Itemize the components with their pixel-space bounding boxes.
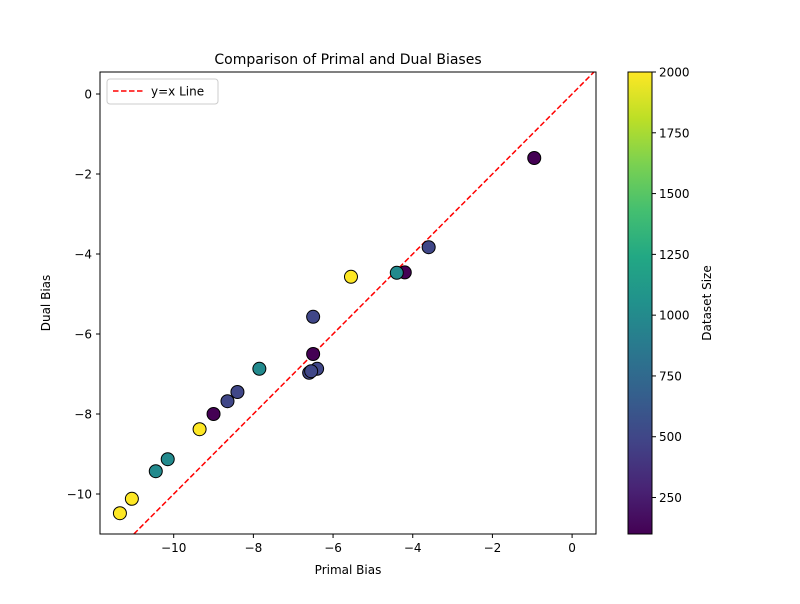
scatter-point — [389, 265, 404, 280]
colorbar-gradient — [627, 71, 653, 535]
scatter-point — [112, 506, 127, 521]
y-tick-label: 0 — [84, 88, 92, 102]
plot-frame — [99, 71, 597, 535]
scatter-point — [306, 347, 321, 361]
legend: y=x Line — [106, 78, 219, 105]
scatter-point — [252, 361, 267, 376]
chart-title: Comparison of Primal and Dual Biases — [214, 52, 481, 68]
colorbar-ticks: 250 500 750 1000 1250 1500 1750 2000 — [652, 66, 690, 505]
legend-box — [106, 78, 219, 105]
y-tick-label: −8 — [74, 408, 92, 422]
x-axis-label: Primal Bias — [315, 563, 382, 577]
y-tick-label: −10 — [67, 488, 92, 502]
scatter-point — [527, 151, 542, 165]
colorbar-tick-label: 1500 — [659, 187, 690, 201]
colorbar-tick-label: 1000 — [659, 309, 690, 323]
y-tick-label: −6 — [74, 328, 92, 342]
colorbar-tick-label: 1250 — [659, 248, 690, 262]
colorbar-tick-label: 250 — [659, 491, 682, 505]
x-tick-label: −10 — [161, 541, 186, 555]
plot-marks — [112, 72, 595, 534]
scatter-point — [160, 452, 175, 467]
scatter-point — [230, 385, 245, 399]
scatter-point — [124, 491, 139, 506]
colorbar-tick-label: 2000 — [659, 66, 690, 80]
colorbar-tick-label: 1750 — [659, 126, 690, 140]
x-tick-label: −4 — [404, 541, 422, 555]
scatter-point — [304, 364, 319, 379]
x-tick-label: −6 — [324, 541, 342, 555]
y-tick-label: −4 — [74, 248, 92, 262]
colorbar: 250 500 750 1000 1250 1500 1750 2000 Dataset Si… — [627, 66, 714, 535]
colorbar-tick-label: 750 — [659, 369, 682, 383]
legend-entry-label: y=x Line — [151, 85, 204, 99]
plot-area — [112, 72, 595, 534]
colorbar-label: Dataset Size — [700, 265, 714, 340]
y-tick-label: −2 — [74, 168, 92, 182]
x-tick-label: 0 — [568, 541, 576, 555]
x-axis: −10 −8 −6 −4 −2 0 — [161, 534, 576, 555]
colorbar-tick-label: 500 — [659, 430, 682, 444]
reference-line-y-equals-x — [133, 72, 595, 534]
scatter-point — [192, 422, 207, 437]
scatter-point — [148, 464, 163, 479]
x-tick-label: −2 — [484, 541, 502, 555]
scatter-point — [206, 407, 221, 421]
scatter-point — [421, 240, 436, 255]
scatter-point — [306, 309, 321, 324]
scatter-point — [343, 269, 358, 284]
y-axis-label: Dual Bias — [39, 275, 53, 332]
x-tick-label: −8 — [245, 541, 263, 555]
y-axis: −10 −8 −6 −4 −2 0 — [67, 88, 100, 502]
scatter-point — [220, 394, 235, 409]
